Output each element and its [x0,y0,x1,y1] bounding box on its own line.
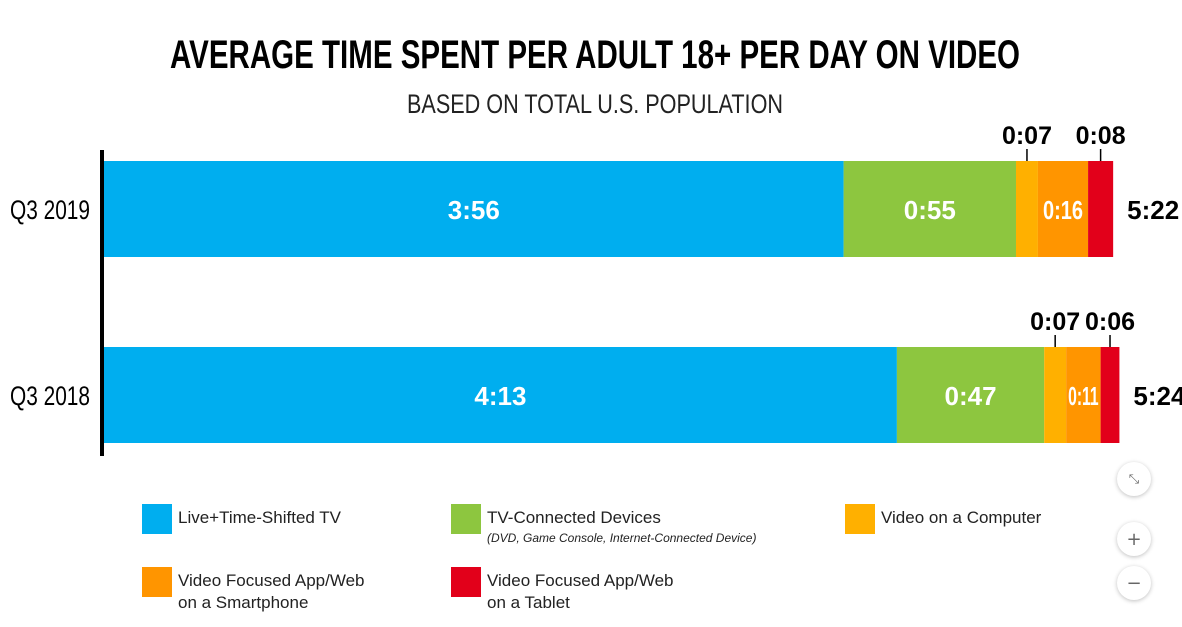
legend-item: Video on a Computer [845,504,1042,534]
bar-segment [843,161,1016,257]
bar-segment [104,161,844,257]
zoom-out-button[interactable]: − [1117,566,1151,600]
legend-label: Video Focused App/Web on a Smartphone [178,571,365,612]
bar-segment [1066,347,1101,443]
bar-segment [1037,161,1089,257]
callout-label: 0:06 [1085,308,1135,336]
legend-item: Live+Time-Shifted TV [142,504,341,534]
callout-label: 0:07 [1030,308,1080,336]
legend-note: (DVD, Game Console, Internet-Connected D… [487,531,757,545]
collapse-button[interactable]: ⤡ [1117,462,1151,496]
legend-swatch [451,504,481,534]
total-label: 5:24 [1133,381,1182,411]
data-label: 0:55 [904,195,956,225]
callout-label: 0:08 [1076,122,1126,150]
category-label: Q3 2019 [10,195,90,225]
bar-segment [1088,161,1114,257]
total-label: 5:22 [1127,195,1179,225]
bars-group: Q3 2019 3:56 0:55 0:07 0:16 0:08 5:22 Q3 2018 4:… [10,122,1182,443]
bar-segment [104,347,897,443]
legend-item: TV-Connected Devices (DVD, Game Console, … [451,504,757,545]
data-label: 3:56 [448,195,500,225]
bar-segment [896,347,1045,443]
data-label: 0:47 [945,381,997,411]
legend-label: Video Focused App/Web on a Tablet [487,571,674,612]
legend-label: Live+Time-Shifted TV [178,508,341,527]
category-label: Q3 2018 [10,381,90,411]
zoom-in-button[interactable]: + [1117,522,1151,556]
data-label: 0:16 [1043,195,1083,225]
chart-subtitle: BASED ON TOTAL U.S. POPULATION [407,89,783,119]
legend-swatch [142,504,172,534]
bar-segment [1044,347,1067,443]
legend-label: TV-Connected Devices (DVD, Game Console, … [487,508,757,545]
chart-title: AVERAGE TIME SPENT PER ADULT 18+ PER DAY… [170,33,1020,77]
bar-segment [1015,161,1038,257]
data-label: 4:13 [474,381,526,411]
legend-label: Video on a Computer [881,508,1042,527]
bar-segment [1100,347,1120,443]
callout-label: 0:07 [1002,122,1052,150]
legend-item: Video Focused App/Web on a Tablet [451,567,674,614]
legend-swatch [142,567,172,597]
legend-item: Video Focused App/Web on a Smartphone [142,567,365,614]
legend-swatch [451,567,481,597]
collapse-icon: ⤡ [1128,471,1140,487]
legend-swatch [845,504,875,534]
data-label: 0:11 [1068,381,1098,411]
